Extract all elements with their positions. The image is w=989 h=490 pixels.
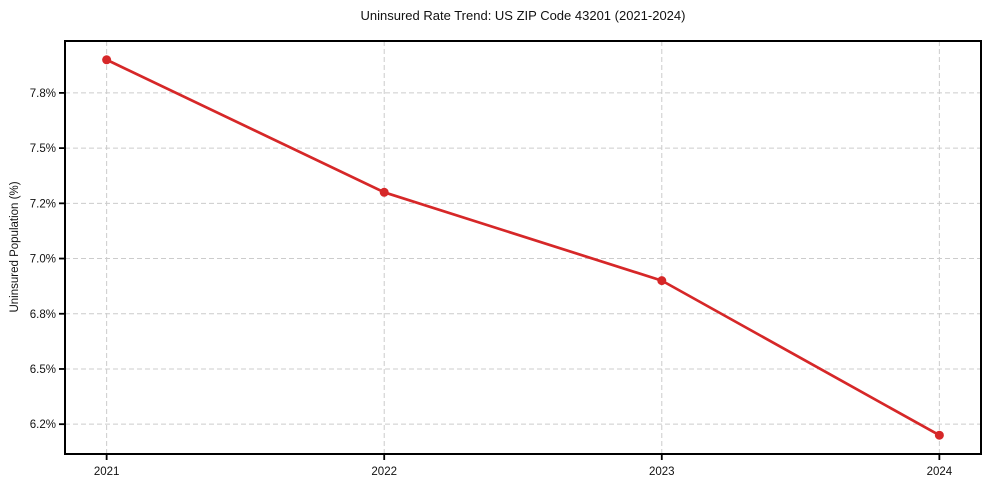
x-tick-label: 2024 (927, 466, 953, 478)
chart-title: Uninsured Rate Trend: US ZIP Code 43201 … (360, 8, 686, 23)
data-point-marker (379, 187, 389, 197)
x-tick-label: 2022 (371, 466, 397, 478)
y-axis-label: Uninsured Population (%) (9, 181, 21, 313)
data-point-marker (934, 430, 944, 440)
y-tick-label: 6.8% (30, 309, 56, 321)
x-tick-label: 2023 (649, 466, 675, 478)
trend-line (105, 58, 941, 437)
data-point-marker (102, 55, 112, 65)
data-point-marker (657, 276, 667, 286)
y-tick-label: 6.2% (30, 419, 56, 431)
y-tick-label: 7.2% (30, 198, 56, 210)
y-tick-label: 7.8% (30, 88, 56, 100)
y-tick-label: 6.5% (30, 364, 56, 376)
y-tick-label: 7.5% (30, 143, 56, 155)
plot-border (64, 40, 982, 455)
y-tick-label: 7.0% (30, 254, 56, 266)
x-tick-label: 2021 (94, 466, 120, 478)
